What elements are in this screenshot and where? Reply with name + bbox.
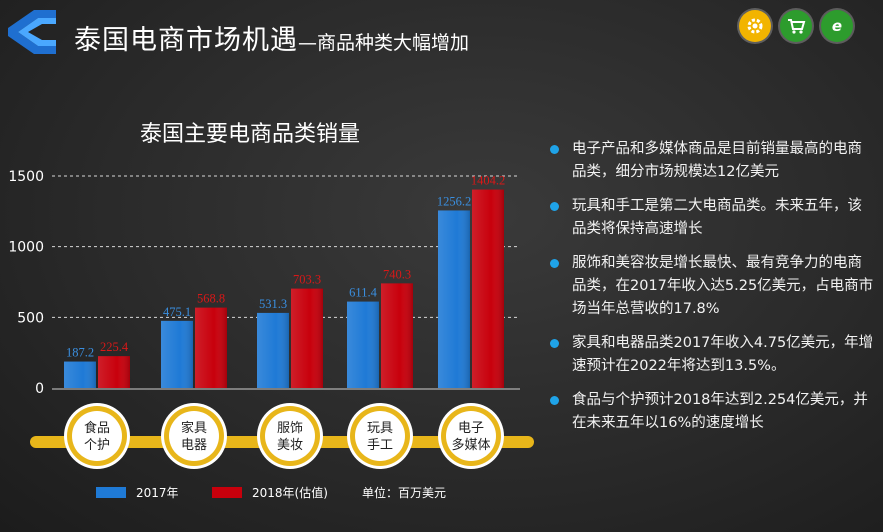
bullet-dot-icon [550,202,559,211]
category-medallion-center [446,411,496,461]
header-icon-group: e [739,10,853,42]
y-tick-label: 1000 [8,240,44,256]
legend-label-2018: 2018年(估值) [252,485,328,500]
bar-shade [381,283,413,388]
bullet-dot-icon [550,339,559,348]
bar-shade [257,312,289,388]
chart-title: 泰国主要电商品类销量 [140,122,361,147]
insight-item: 服饰和美容妆是增长最快、最有竞争力的电商品类，在2017年收入达5.25亿美元，… [548,252,874,321]
page-title-sub: —商品种类大幅增加 [298,32,470,54]
bar-shade [291,288,323,388]
insight-item: 食品与个护预计2018年达到2.254亿美元，并在未来五年以16%的速度增长 [548,389,874,435]
brand-logo [8,10,56,54]
category-medallion-center [265,411,315,461]
category-medallion-center [72,411,122,461]
category-medallion-center [355,411,405,461]
category-label: 电器 [181,438,207,453]
bar-shade [98,356,130,388]
y-tick-label: 1500 [8,169,44,185]
bar-shade [347,301,379,388]
bar-shade [438,210,470,388]
insight-text: 家具和电器品类2017年收入4.75亿美元，年增速预计在2022年将达到13.5… [572,335,874,374]
insight-text: 食品与个护预计2018年达到2.254亿美元，并在未来五年以16%的速度增长 [572,392,868,431]
category-medallion-center [169,411,219,461]
data-label: 740.3 [383,267,411,281]
unit-note: 单位：百万美元 [362,485,446,500]
insight-item: 电子产品和多媒体商品是目前销量最高的电商品类，细分市场规模达12亿美元 [548,138,874,184]
data-label: 611.4 [349,286,377,300]
data-label: 225.4 [100,340,129,354]
category-label: 手工 [367,438,393,453]
category-label: 家具 [181,420,207,436]
legend-label-2017: 2017年 [136,486,179,500]
legend-swatch-2017 [96,487,126,498]
bullet-dot-icon [550,396,559,405]
insight-text: 电子产品和多媒体商品是目前销量最高的电商品类，细分市场规模达12亿美元 [572,141,862,180]
ie-icon[interactable]: e [821,10,853,42]
insight-item: 家具和电器品类2017年收入4.75亿美元，年增速预计在2022年将达到13.5… [548,332,874,378]
data-label: 568.8 [197,292,225,306]
legend-swatch-2018 [212,487,242,498]
bar-shade [64,361,96,388]
data-label: 187.2 [66,346,94,360]
data-label: 1256.2 [437,194,471,208]
gear-icon[interactable] [739,10,771,42]
bullet-dot-icon [550,259,559,268]
category-label: 服饰 [277,421,303,436]
bar-shade [472,189,504,388]
y-tick-label: 0 [35,381,44,397]
category-label: 美妆 [277,438,303,453]
insight-list: 电子产品和多媒体商品是目前销量最高的电商品类，细分市场规模达12亿美元 玩具和手工… [548,138,874,446]
data-label: 475.1 [163,305,191,319]
data-label: 703.3 [293,273,321,287]
insight-text: 服饰和美容妆是增长最快、最有竞争力的电商品类，在2017年收入达5.25亿美元，… [572,255,874,317]
data-label: 1404.2 [471,174,505,188]
bar-shade [161,320,193,388]
category-label: 个护 [84,438,110,453]
data-label: 531.3 [259,297,287,311]
svg-text:e: e [832,17,842,35]
category-label: 玩具 [367,421,393,436]
category-label: 多媒体 [451,437,490,453]
category-label: 食品 [84,420,110,436]
category-label: 电子 [458,421,484,436]
y-tick-label: 500 [17,310,44,326]
page-title-main: 泰国电商市场机遇 [74,25,298,56]
bar-shade [195,307,227,388]
bullet-dot-icon [550,145,559,154]
cart-icon[interactable] [780,10,812,42]
insight-item: 玩具和手工是第二大电商品类。未来五年，该品类将保持高速增长 [548,195,874,241]
insight-text: 玩具和手工是第二大电商品类。未来五年，该品类将保持高速增长 [572,198,862,237]
page-title: 泰国电商市场机遇—商品种类大幅增加 [74,18,469,57]
